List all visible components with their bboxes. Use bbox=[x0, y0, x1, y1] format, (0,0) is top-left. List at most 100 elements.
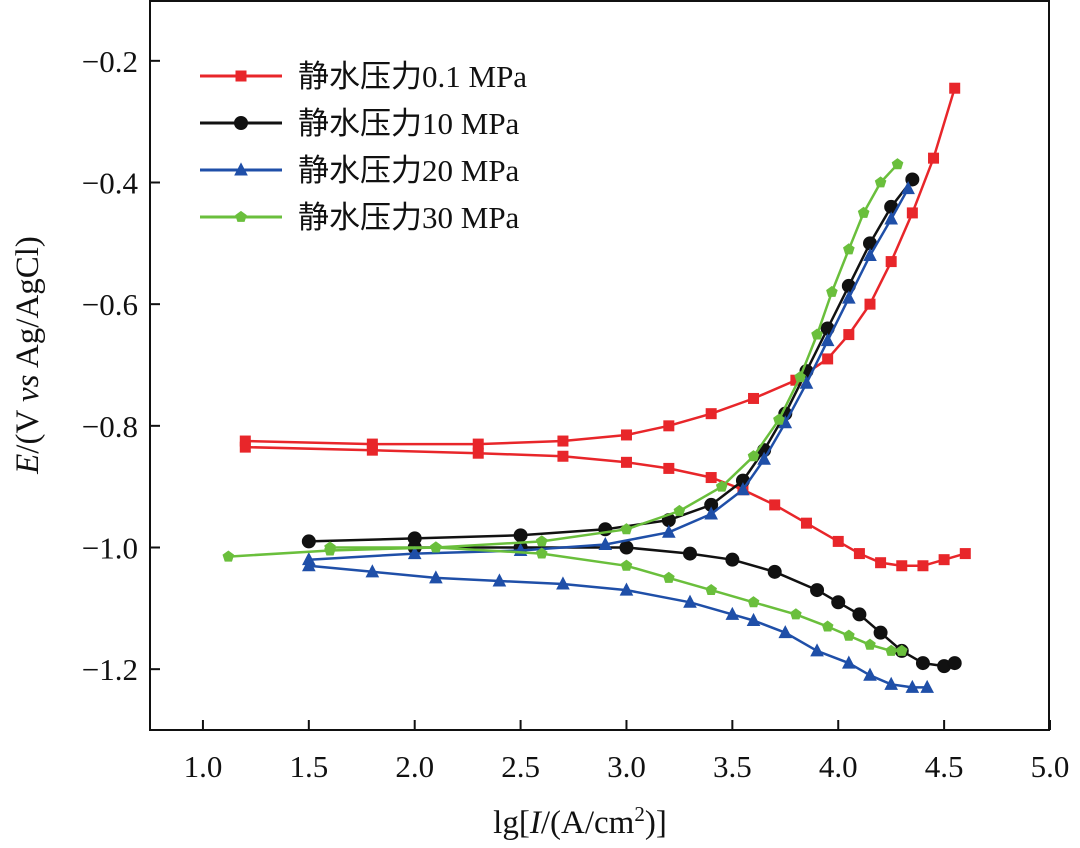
series-3-point bbox=[811, 328, 823, 340]
series-2-point bbox=[778, 625, 793, 639]
series-0-point bbox=[917, 560, 929, 572]
series-0-point bbox=[906, 207, 918, 219]
series-0-point bbox=[832, 535, 844, 547]
series-0-point bbox=[557, 450, 569, 462]
series-3-point bbox=[895, 644, 908, 656]
series-3-point bbox=[790, 608, 802, 620]
series-3-point bbox=[794, 371, 806, 383]
x-tick-label: 4.5 bbox=[925, 749, 964, 784]
series-0-point bbox=[959, 548, 971, 560]
x-axis-title-close: )] bbox=[645, 805, 667, 841]
x-axis-title-sup: 2 bbox=[634, 802, 645, 826]
series-1-point bbox=[513, 528, 528, 543]
series-3-point bbox=[843, 629, 855, 641]
series-3-point bbox=[673, 504, 686, 516]
series-2-point bbox=[841, 290, 856, 304]
series-3-line-0 bbox=[228, 163, 899, 558]
series-2-point bbox=[704, 506, 719, 520]
series-0-point bbox=[885, 256, 897, 268]
series-3-point bbox=[864, 638, 876, 650]
series-3-point bbox=[663, 571, 675, 583]
x-tick-label: 2.5 bbox=[501, 749, 540, 784]
series-0-point bbox=[938, 554, 950, 566]
series-2-point bbox=[863, 247, 877, 261]
series-3-point bbox=[874, 176, 887, 188]
series-0-point bbox=[472, 438, 484, 450]
series-3-line-1 bbox=[330, 546, 902, 653]
series-2-point bbox=[757, 451, 771, 465]
series-2-point bbox=[799, 375, 814, 389]
series-2-point bbox=[365, 564, 380, 578]
legend: 静水压力0.1 MPa 静水压力10 MPa 静水压力20 MPa 静水压力30 MP… bbox=[200, 59, 527, 235]
series-2-line-0 bbox=[308, 187, 910, 561]
y-tick-label: −0.8 bbox=[82, 409, 138, 444]
series-0 bbox=[239, 82, 971, 572]
series-3-point bbox=[324, 541, 336, 553]
x-tick-label: 2.0 bbox=[395, 749, 434, 784]
series-0-point bbox=[896, 560, 908, 572]
series-3-point bbox=[821, 620, 834, 632]
y-tick-label: −1.2 bbox=[82, 652, 138, 687]
x-tick-label: 3.5 bbox=[713, 749, 752, 784]
series-0-point bbox=[705, 408, 717, 420]
series-0-point bbox=[748, 392, 760, 404]
legend-marker-1 bbox=[234, 116, 248, 130]
series-2-point bbox=[920, 679, 935, 693]
series-1-point bbox=[619, 540, 634, 555]
legend-marker-0 bbox=[235, 70, 247, 82]
series-0-point bbox=[620, 456, 632, 468]
series-2 bbox=[301, 181, 935, 693]
series-3-point bbox=[222, 550, 235, 562]
x-axis-title-prefix: lg[ bbox=[493, 805, 530, 841]
series-3-point bbox=[885, 644, 897, 656]
y-axis-title-suffix: Ag/AgCl) bbox=[10, 236, 46, 374]
series-1-point bbox=[831, 595, 846, 610]
series-1-point bbox=[810, 583, 825, 598]
series-3-point bbox=[773, 413, 785, 425]
series-2-point bbox=[725, 606, 740, 620]
y-tick-label: −1.0 bbox=[82, 531, 138, 566]
x-tick-label: 4.0 bbox=[819, 749, 858, 784]
series-1-point bbox=[905, 172, 920, 187]
series-2-line-1 bbox=[308, 564, 928, 689]
series-2-point bbox=[429, 570, 443, 584]
series-0-point bbox=[366, 444, 378, 456]
series-2-point bbox=[810, 643, 824, 657]
series-3-point bbox=[843, 243, 855, 255]
series-2-point bbox=[619, 582, 634, 596]
x-tick-label: 3.0 bbox=[607, 749, 646, 784]
legend-label-3: 静水压力30 MPa bbox=[298, 200, 520, 235]
series-3-point bbox=[705, 583, 717, 595]
series-0-point bbox=[822, 353, 834, 365]
legend-marker-2 bbox=[234, 162, 248, 176]
series-0-point bbox=[843, 329, 855, 341]
legend-label-1: 静水压力10 MPa bbox=[298, 106, 520, 141]
x-tick-label: 1.5 bbox=[289, 749, 328, 784]
series-0-point bbox=[800, 517, 812, 529]
y-axis-title-italic2: vs bbox=[10, 375, 46, 403]
series-3-point bbox=[857, 206, 870, 218]
y-axis: −0.2 −0.4 −0.6 −0.8 −1.0 −1.2 bbox=[82, 44, 160, 687]
series-2-point bbox=[661, 524, 676, 538]
x-axis: 1.0 1.5 2.0 2.5 3.0 3.5 4.0 4.5 5.0 bbox=[184, 720, 1069, 784]
y-tick-label: −0.2 bbox=[82, 44, 138, 79]
legend-marker-3 bbox=[235, 210, 247, 222]
series-2-point bbox=[556, 576, 570, 590]
series-2-point bbox=[598, 536, 613, 550]
series-1-point bbox=[767, 564, 782, 579]
series-2-point bbox=[736, 482, 750, 496]
series-3-point bbox=[826, 285, 838, 297]
series-1-point bbox=[683, 546, 697, 561]
series-3-point bbox=[620, 523, 633, 535]
series-3-point bbox=[535, 535, 548, 547]
series-3-point bbox=[430, 541, 442, 553]
series-1-point bbox=[873, 625, 888, 640]
series-2-point bbox=[301, 558, 316, 572]
plot-layer bbox=[222, 82, 971, 693]
series-2-point bbox=[407, 546, 422, 560]
x-axis-title-suffix: /(A/cm bbox=[541, 805, 635, 841]
series-1-point bbox=[915, 656, 930, 671]
x-tick-label: 1.0 bbox=[184, 749, 223, 784]
